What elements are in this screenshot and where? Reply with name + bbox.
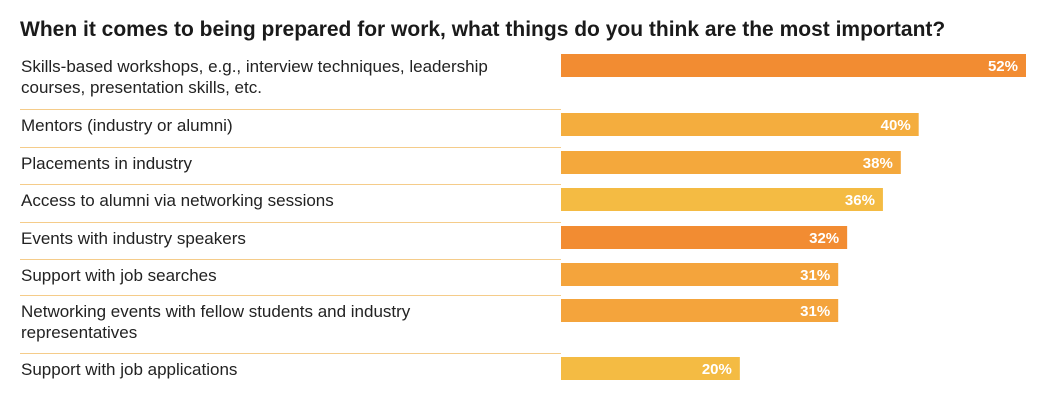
bar — [561, 188, 883, 211]
data-label: 31% — [800, 267, 830, 284]
data-label: 38% — [863, 155, 893, 172]
bar — [561, 263, 839, 286]
category-label: Access to alumni via networking sessions — [21, 191, 334, 210]
data-label: 36% — [845, 192, 875, 209]
category-label: Networking events with fellow students a… — [21, 302, 411, 342]
bar — [561, 226, 848, 249]
category-label: Placements in industry — [21, 154, 193, 173]
category-label-line: courses, presentation skills, etc. — [21, 78, 262, 97]
category-label-line: Placements in industry — [21, 154, 193, 173]
category-label: Skills-based workshops, e.g., interview … — [21, 57, 488, 97]
chart-title: When it comes to being prepared for work… — [20, 18, 946, 41]
bar — [561, 299, 839, 322]
category-label: Events with industry speakers — [21, 229, 246, 248]
data-label: 20% — [702, 361, 732, 378]
data-label: 40% — [881, 117, 911, 134]
bar — [561, 113, 919, 136]
category-label: Support with job applications — [21, 360, 237, 379]
category-label-line: Support with job applications — [21, 360, 237, 379]
bar — [561, 54, 1026, 77]
category-label-line: representatives — [21, 323, 137, 342]
category-label-line: Support with job searches — [21, 266, 217, 285]
category-label-line: Access to alumni via networking sessions — [21, 191, 334, 210]
data-label: 31% — [800, 303, 830, 320]
bar — [561, 151, 901, 174]
category-label: Support with job searches — [21, 266, 217, 285]
category-label-line: Skills-based workshops, e.g., interview … — [21, 57, 488, 76]
category-label-line: Mentors (industry or alumni) — [21, 116, 233, 135]
category-label-line: Events with industry speakers — [21, 229, 246, 248]
data-label: 52% — [988, 58, 1018, 75]
data-label: 32% — [809, 230, 839, 247]
bar — [561, 357, 740, 380]
category-label: Mentors (industry or alumni) — [21, 116, 233, 135]
category-label-line: Networking events with fellow students a… — [21, 302, 411, 321]
